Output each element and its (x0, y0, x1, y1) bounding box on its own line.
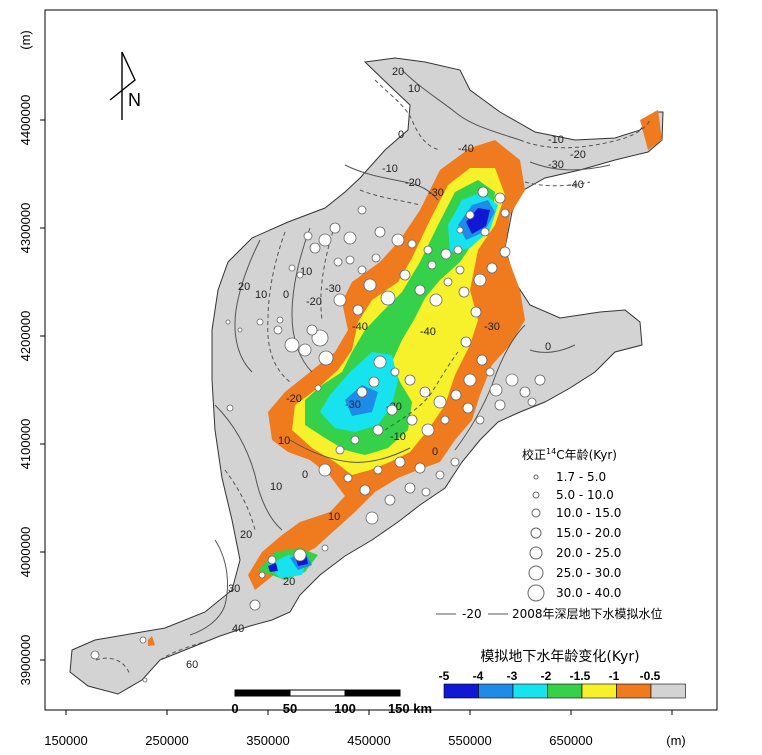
contour-label: -10 (390, 431, 406, 443)
colorbar-label: -0.5 (640, 669, 661, 683)
x-tick-label: 350000 (246, 733, 289, 748)
colorbar-label: -1.5 (570, 669, 591, 683)
x-axis-ticks (65, 710, 673, 715)
y-tick-label: 4100000 (18, 419, 33, 470)
scale-bar: 0 50 100 150 km (231, 689, 432, 716)
contour-label: -40 (420, 326, 436, 338)
contour-label: 10 (270, 481, 282, 493)
contour-label: 0 (398, 129, 404, 141)
age-zone-orange (640, 110, 662, 150)
legend-class-label: 1.7 - 5.0 (556, 470, 606, 484)
contour-label: 20 (238, 281, 250, 293)
y-tick-label: 4200000 (18, 311, 33, 362)
contour-label: -20 (306, 296, 322, 308)
contour-label: 60 (186, 659, 198, 671)
north-label: N (128, 90, 141, 110)
contour-label: 30 (228, 583, 240, 595)
contour-label: 0 (283, 289, 289, 301)
legend-contour-sample: -20 (462, 607, 482, 621)
x-tick-label: 650000 (549, 733, 592, 748)
colorbar-title: 模拟地下水年龄变化(Kyr) (480, 649, 639, 665)
y-axis-ticks (40, 119, 45, 661)
colorbar-swatch (650, 683, 686, 699)
x-tick-label: 450000 (347, 733, 390, 748)
contour-label: -10 (548, 134, 564, 146)
water-level-contours (95, 69, 651, 676)
age-colorbar: 模拟地下水年龄变化(Kyr) -5 -4 -3 -2 -1.5 -1 -0.5 (439, 649, 686, 699)
well-samples (90, 186, 546, 683)
y-tick-label: 4300000 (18, 203, 33, 254)
contour-label: 40 (232, 623, 244, 635)
x-axis-unit: (m) (666, 733, 686, 748)
contour-label: 20 (392, 66, 404, 78)
contour-label: 0 (302, 469, 308, 481)
x-tick-label: 150000 (44, 733, 87, 748)
contour-label: 20 (283, 576, 295, 588)
legend-class-label: 5.0 - 10.0 (556, 488, 614, 502)
contour-label: 20 (240, 529, 252, 541)
contour-label: -30 (325, 283, 341, 295)
colorbar-swatch (443, 683, 479, 699)
contour-label: 0 (432, 446, 438, 458)
contour-label: -40 (568, 179, 584, 191)
y-tick-label: 4000000 (18, 527, 33, 578)
age-zone-mid-blue (345, 385, 378, 416)
colorbar-label: -4 (473, 669, 484, 683)
contour-label: -40 (458, 143, 474, 155)
legend-class-label: 10.0 - 15.0 (556, 506, 621, 520)
contour-label: -20 (570, 149, 586, 161)
contour-label: -30 (428, 187, 444, 199)
contour-label: 10 (255, 289, 267, 301)
colorbar-swatch (478, 683, 514, 699)
contour-label: -30 (548, 159, 564, 171)
age-zone-dark-blue (466, 208, 490, 234)
contour-label: -30 (345, 399, 361, 411)
colorbar-swatch (512, 683, 548, 699)
well-legend-title: 校正14C年龄(Kyr) (522, 447, 617, 462)
scale-label: 0 (231, 701, 238, 716)
y-tick-label: 4400000 (18, 95, 33, 146)
x-tick-label: 250000 (145, 733, 188, 748)
contour-label: -20 (405, 177, 421, 189)
contour-label: 10 (278, 435, 290, 447)
colorbar-swatch (547, 683, 583, 699)
scale-label: 100 (334, 701, 356, 716)
contour-label: 0 (545, 341, 551, 353)
contour-label: 10 (328, 511, 340, 523)
scale-label: 50 (283, 701, 297, 716)
colorbar-swatch (581, 683, 617, 699)
age-zone-orange (148, 636, 155, 646)
age-zone-dark-blue (268, 563, 278, 572)
legend-class-label: 25.0 - 30.0 (556, 566, 621, 580)
x-tick-label: 550000 (448, 733, 491, 748)
contour-label: -10 (382, 163, 398, 175)
legend-class-label: 30.0 - 40.0 (556, 586, 621, 600)
contour-label: 10 (408, 83, 420, 95)
colorbar-swatch (616, 683, 652, 699)
colorbar-label: -3 (507, 669, 518, 683)
y-axis-unit: (m) (18, 30, 33, 50)
well-age-legend: 校正14C年龄(Kyr) 1.7 - 5.0 5.0 - 10.0 10.0 -… (436, 447, 663, 621)
scale-label: 150 km (388, 701, 432, 716)
contour-label: -20 (286, 393, 302, 405)
contour-label: -40 (352, 321, 368, 333)
contour-label: -30 (484, 321, 500, 333)
colorbar-label: -2 (541, 669, 552, 683)
colorbar-label: -1 (609, 669, 620, 683)
legend-contour-text: 2008年深层地下水模拟水位 (512, 606, 663, 621)
legend-class-label: 20.0 - 25.0 (556, 546, 621, 560)
y-tick-label: 3900000 (18, 635, 33, 686)
north-arrow-icon (109, 51, 136, 120)
colorbar-label: -5 (439, 669, 450, 683)
legend-class-label: 15.0 - 20.0 (556, 526, 621, 540)
